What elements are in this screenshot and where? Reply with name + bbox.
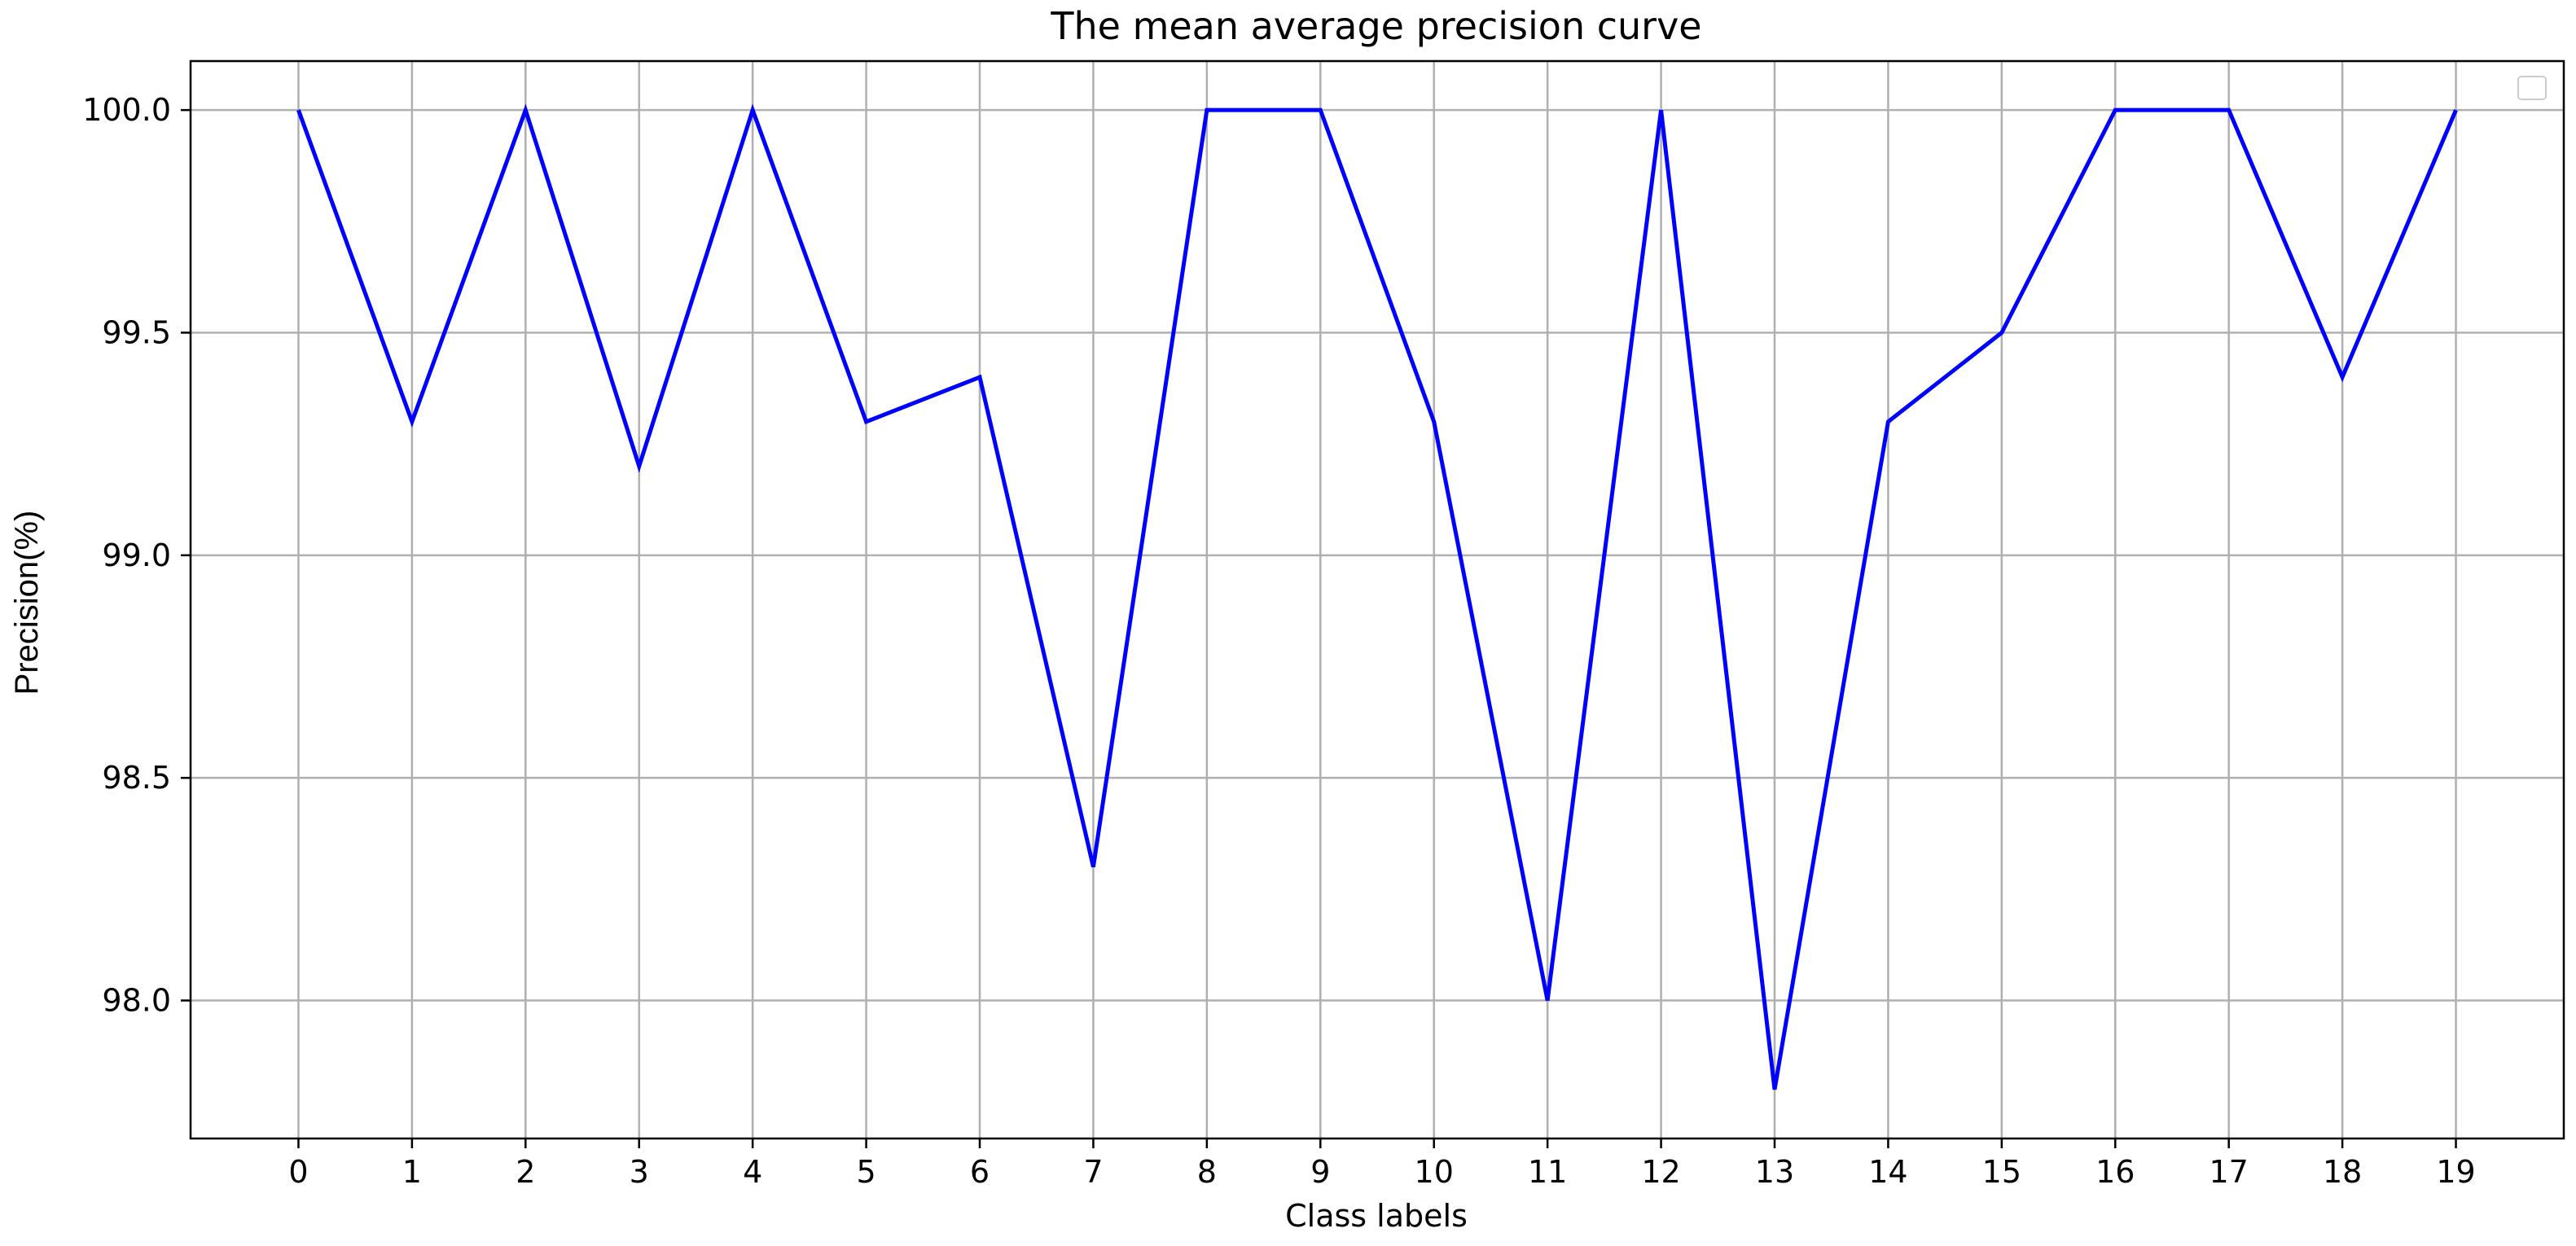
legend-box: [2517, 76, 2547, 100]
y-tick-label: 98.5: [102, 760, 171, 796]
x-tick-label: 6: [970, 1154, 990, 1190]
x-tick-label: 3: [630, 1154, 649, 1190]
x-tick-label: 2: [516, 1154, 535, 1190]
x-tick-label: 4: [743, 1154, 762, 1190]
x-tick-label: 19: [2436, 1154, 2475, 1190]
y-tick-label: 98.0: [102, 983, 171, 1019]
x-tick-label: 5: [856, 1154, 875, 1190]
x-tick-label: 7: [1083, 1154, 1103, 1190]
y-axis-label: Precision(%): [9, 511, 45, 695]
grid-lines: [191, 61, 2564, 1139]
x-tick-label: 0: [288, 1154, 308, 1190]
y-tick-label: 100.0: [82, 92, 171, 128]
x-tick-label: 12: [1641, 1154, 1680, 1190]
x-tick-label: 9: [1310, 1154, 1330, 1190]
series-lines: [296, 103, 2458, 1090]
chart-title: The mean average precision curve: [1050, 4, 1701, 48]
axis-ticks: 0 1 2 3 4 5 6 7 8 9 10 11 12 13 14 15 16 17 18 1998.098.599…: [82, 92, 2476, 1190]
x-tick-label: 1: [402, 1154, 422, 1190]
series-line: [296, 103, 2458, 1090]
x-tick-label: 8: [1197, 1154, 1217, 1190]
x-tick-label: 15: [1982, 1154, 2021, 1190]
y-tick-label: 99.0: [102, 537, 171, 573]
x-tick-label: 10: [1415, 1154, 1454, 1190]
x-tick-label: 11: [1528, 1154, 1567, 1190]
plot-frame: [189, 59, 2565, 1140]
x-axis-label: Class labels: [1285, 1198, 1468, 1234]
x-tick-label: 17: [2210, 1154, 2249, 1190]
x-tick-label: 16: [2095, 1154, 2135, 1190]
x-tick-label: 14: [1868, 1154, 1907, 1190]
y-tick-label: 99.5: [102, 314, 171, 350]
x-tick-label: 18: [2323, 1154, 2362, 1190]
x-tick-label: 13: [1755, 1154, 1794, 1190]
